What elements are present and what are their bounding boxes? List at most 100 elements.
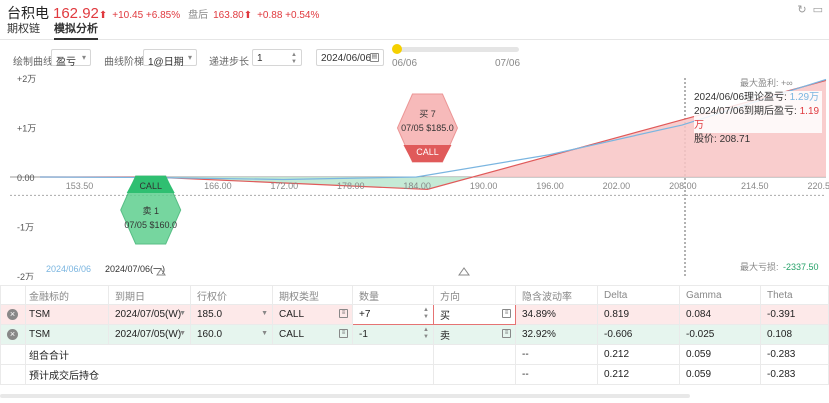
advance-stepper[interactable]: 1 ▲ ▼: [252, 49, 302, 66]
y-tick-label: 0.00: [17, 173, 35, 183]
chevron-down-icon: ▾: [187, 53, 192, 62]
y-tick-label: -2万: [17, 272, 34, 280]
advance-label: 递进步长: [209, 57, 249, 68]
bubble-title: 卖 1: [142, 206, 159, 216]
summary-row: 预计成交后持仓 -- 0.212 0.059 -0.283: [0, 364, 829, 385]
header-underlying: 金融标的: [25, 285, 109, 305]
bubble-tag: CALL: [139, 181, 162, 191]
price-change: +10.45 +6.85%: [112, 10, 181, 21]
post-market-change: +0.88 +0.54%: [257, 10, 320, 21]
expiry-select[interactable]: 2024/07/05(W) ▼: [108, 304, 191, 325]
header-iv: 隐含波动率: [515, 285, 598, 305]
post-market-label: 盘后: [188, 10, 209, 21]
chevron-down-icon: ▼: [179, 310, 186, 317]
stock-name: 台积电: [7, 5, 49, 21]
y-tick-label: -1万: [17, 223, 34, 233]
type-select[interactable]: CALL ≡: [272, 324, 353, 345]
tab-option-chain[interactable]: 期权链: [7, 23, 40, 35]
post-market-price: 163.80⬆: [213, 10, 253, 21]
table-header: 金融标的 到期日 行权价 期权类型 数量 方向 隐含波动率 Delta Gamm…: [0, 285, 829, 305]
table-row: × TSM 2024/07/05(W) ▼ 160.0 ▼ CALL ≡ -1 ▲ ▼ 卖…: [0, 324, 829, 345]
x-tick-label: 184.00: [403, 181, 431, 191]
slider-start-date: 06/06: [392, 58, 418, 69]
tab-bar: 期权链 模拟分析: [0, 22, 829, 40]
strike-select[interactable]: 185.0 ▼: [190, 304, 273, 325]
max-loss-label: 最大亏损:: [740, 261, 779, 272]
hover-info-panel: 2024/06/06理论盈亏: 1.29万 2024/07/06到期后盈亏: 1…: [694, 91, 822, 145]
spinner-icon: ▲ ▼: [423, 307, 429, 320]
step-label: 曲线阶梯: [104, 57, 144, 68]
date-picker[interactable]: 2024/06/06 ▤: [316, 49, 384, 66]
tab-simulation[interactable]: 模拟分析: [54, 22, 98, 40]
control-row: 绘制曲线 盈亏 ▾ 曲线阶梯 1@日期 ▾ 递进步长 1 ▲ ▼ 2024/06/06 ▤: [0, 48, 829, 68]
direction-select[interactable]: 卖 ≡: [433, 324, 516, 345]
header-type: 期权类型: [272, 285, 353, 305]
max-profit-label: 最大盈利: +∞: [740, 77, 793, 88]
y-axis-labels: +2万 +1万 0.00 -1万 -2万: [17, 74, 36, 280]
header-theta: Theta: [760, 285, 829, 305]
direction-select[interactable]: 买 ≡: [433, 304, 516, 325]
calendar-icon: ▤: [370, 53, 379, 62]
last-price: 162.92: [53, 5, 99, 22]
bubble-detail: 07/05 $160.0: [124, 220, 177, 230]
refresh-icon[interactable]: ↻: [797, 4, 807, 16]
bubble-title: 买 7: [419, 109, 436, 119]
x-tick-label: 196.00: [536, 181, 564, 191]
spinner-icon: ▲ ▼: [423, 327, 429, 340]
max-loss-value: -2337.50: [783, 262, 819, 272]
strike-select[interactable]: 160.0 ▼: [190, 324, 273, 345]
x-tick-label: 214.50: [741, 181, 769, 191]
x-tick-label: 208.00: [669, 181, 697, 191]
y-tick-label: +1万: [17, 124, 36, 134]
qty-stepper[interactable]: -1 ▲ ▼: [352, 324, 434, 345]
header-expiry: 到期日: [108, 285, 191, 305]
horizontal-scrollbar[interactable]: [0, 394, 690, 398]
stock-price: 208.71: [719, 134, 751, 145]
x-tick-label: 220.5: [807, 181, 829, 191]
header-qty: 数量: [352, 285, 434, 305]
select-icon: ≡: [502, 309, 511, 318]
up-arrow-icon: ⬆: [98, 10, 108, 21]
select-icon: ≡: [502, 329, 511, 338]
expiry-pnl: 1.19万: [694, 106, 820, 131]
summary-row: 组合合计 -- 0.212 0.059 -0.283: [0, 344, 829, 365]
chevron-down-icon: ▼: [261, 310, 268, 317]
curve-select[interactable]: 盈亏 ▾: [51, 49, 91, 68]
chevron-down-icon: ▼: [179, 330, 186, 337]
remove-icon[interactable]: ×: [7, 329, 18, 340]
step-select[interactable]: 1@日期 ▾: [143, 49, 197, 68]
header-delta: Delta: [597, 285, 680, 305]
x-tick-label: 202.00: [603, 181, 631, 191]
legend-date-today: 2024/06/06: [46, 264, 91, 274]
spinner-icon: ▲ ▼: [291, 52, 297, 65]
x-tick-label: 153.50: [66, 181, 94, 191]
header-direction: 方向: [433, 285, 516, 305]
x-tick-label: 172.00: [271, 181, 299, 191]
remove-icon[interactable]: ×: [7, 309, 18, 320]
slider-end-date: 07/06: [495, 58, 521, 69]
x-tick-label: 190.00: [470, 181, 498, 191]
x-tick-label: 166.00: [204, 181, 232, 191]
table-row: × TSM 2024/07/05(W) ▼ 185.0 ▼ CALL ≡ +7 ▲ ▼ 买…: [0, 304, 829, 325]
legend-date-expiry: 2024/07/06(一): [105, 264, 165, 274]
y-tick-label: +2万: [17, 74, 36, 84]
positions-table: 金融标的 到期日 行权价 期权类型 数量 方向 隐含波动率 Delta Gamm…: [0, 285, 829, 385]
header-strike: 行权价: [190, 285, 273, 305]
bubble-detail: 07/05 $185.0: [401, 123, 454, 133]
qty-stepper[interactable]: +7 ▲ ▼: [352, 304, 434, 325]
marker-triangle-icon: [458, 267, 470, 276]
bubble-tag: CALL: [416, 147, 439, 157]
quote-header: 台积电 162.92 ⬆ +10.45 +6.85% 盘后 163.80⬆ +0…: [0, 0, 829, 22]
theoretical-pnl: 1.29万: [789, 92, 820, 103]
chevron-down-icon: ▾: [81, 53, 86, 62]
window-icon[interactable]: ▭: [812, 4, 823, 16]
date-slider-knob[interactable]: [392, 44, 402, 54]
position-bubbles: 买 7 07/05 $185.0 CALL 卖 1 07/05 $160.0 CALL: [120, 93, 459, 245]
marker-triangle-icon: [156, 268, 166, 276]
type-select[interactable]: CALL ≡: [272, 304, 353, 325]
date-slider-track[interactable]: [397, 47, 519, 52]
call-tag-bg: [403, 145, 452, 162]
select-icon: ≡: [339, 329, 348, 338]
expiry-select[interactable]: 2024/07/05(W) ▼: [108, 324, 191, 345]
chevron-down-icon: ▼: [261, 330, 268, 337]
